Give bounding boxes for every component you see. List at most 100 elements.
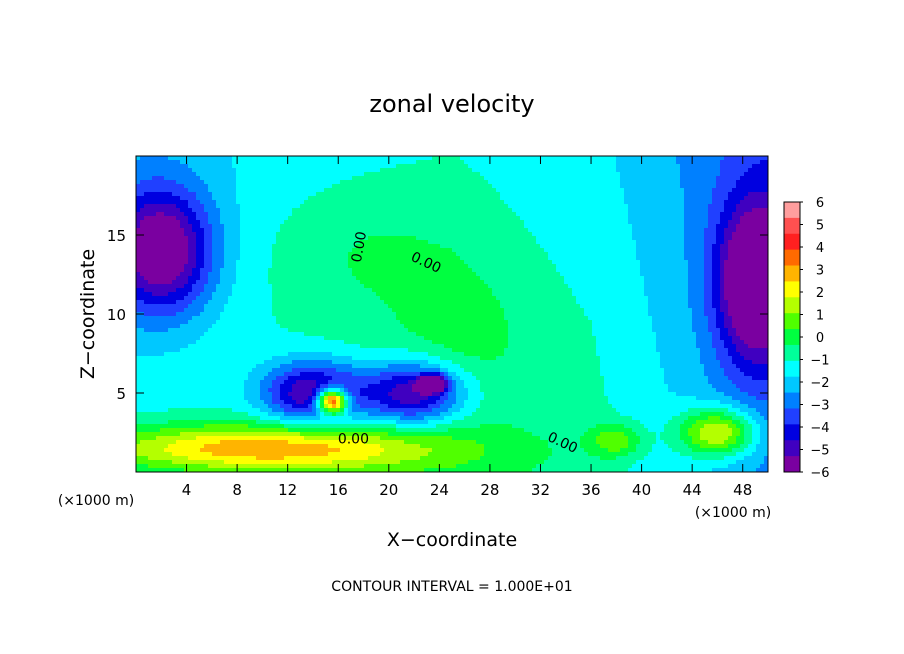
- field-cell: [736, 196, 741, 201]
- field-cell: [176, 164, 181, 169]
- field-cell: [240, 212, 245, 217]
- field-cell: [676, 224, 681, 229]
- field-cell: [720, 240, 725, 245]
- field-cell: [692, 184, 697, 189]
- field-cell: [576, 228, 581, 233]
- field-cell: [156, 212, 161, 217]
- field-cell: [308, 156, 313, 161]
- field-cell: [424, 200, 429, 205]
- field-cell: [552, 248, 557, 253]
- field-cell: [292, 276, 297, 281]
- field-cell: [432, 216, 437, 221]
- field-cell: [324, 176, 329, 181]
- field-cell: [496, 156, 501, 161]
- field-cell: [292, 156, 297, 161]
- field-cell: [176, 244, 181, 249]
- field-cell: [364, 236, 369, 241]
- field-cell: [504, 160, 509, 165]
- field-cell: [148, 172, 153, 177]
- field-cell: [364, 260, 369, 265]
- field-cell: [764, 224, 769, 229]
- field-cell: [152, 180, 157, 185]
- field-cell: [184, 192, 189, 197]
- field-cell: [740, 212, 745, 217]
- field-cell: [752, 168, 757, 173]
- field-cell: [684, 160, 689, 165]
- field-cell: [176, 200, 181, 205]
- field-cell: [244, 268, 249, 273]
- field-cell: [320, 200, 325, 205]
- field-cell: [660, 256, 665, 261]
- field-cell: [272, 264, 277, 269]
- field-cell: [252, 188, 257, 193]
- field-cell: [320, 172, 325, 177]
- field-cell: [504, 272, 509, 277]
- field-cell: [504, 280, 509, 285]
- field-cell: [196, 248, 201, 253]
- field-cell: [540, 276, 545, 281]
- field-cell: [256, 236, 261, 241]
- field-cell: [316, 280, 321, 285]
- field-cell: [640, 272, 645, 277]
- field-cell: [380, 160, 385, 165]
- field-cell: [728, 264, 733, 269]
- field-cell: [488, 164, 493, 169]
- field-cell: [352, 172, 357, 177]
- field-cell: [744, 276, 749, 281]
- field-cell: [148, 252, 153, 257]
- field-cell: [692, 236, 697, 241]
- field-cell: [600, 200, 605, 205]
- field-cell: [276, 216, 281, 221]
- field-cell: [336, 172, 341, 177]
- field-cell: [432, 252, 437, 257]
- field-cell: [444, 212, 449, 217]
- field-cell: [676, 204, 681, 209]
- field-cell: [472, 192, 477, 197]
- field-cell: [516, 268, 521, 273]
- field-cell: [532, 268, 537, 273]
- field-cell: [400, 256, 405, 261]
- field-cell: [164, 212, 169, 217]
- field-cell: [664, 276, 669, 281]
- field-cell: [196, 264, 201, 269]
- field-cell: [216, 264, 221, 269]
- field-cell: [464, 168, 469, 173]
- field-cell: [300, 264, 305, 269]
- field-cell: [712, 164, 717, 169]
- field-cell: [456, 196, 461, 201]
- field-cell: [424, 240, 429, 245]
- field-cell: [196, 172, 201, 177]
- field-cell: [192, 244, 197, 249]
- field-cell: [664, 208, 669, 213]
- field-cell: [216, 248, 221, 253]
- field-cell: [504, 212, 509, 217]
- field-cell: [356, 184, 361, 189]
- field-cell: [520, 248, 525, 253]
- field-cell: [292, 212, 297, 217]
- field-cell: [588, 224, 593, 229]
- field-cell: [496, 188, 501, 193]
- field-cell: [508, 208, 513, 213]
- field-cell: [508, 172, 513, 177]
- field-cell: [652, 196, 657, 201]
- field-cell: [640, 212, 645, 217]
- field-cell: [516, 188, 521, 193]
- field-cell: [640, 252, 645, 257]
- field-cell: [648, 204, 653, 209]
- field-cell: [444, 232, 449, 237]
- field-cell: [456, 240, 461, 245]
- field-cell: [400, 220, 405, 225]
- field-cell: [196, 268, 201, 273]
- field-cell: [284, 192, 289, 197]
- field-cell: [360, 168, 365, 173]
- field-cell: [748, 192, 753, 197]
- field-cell: [492, 172, 497, 177]
- field-cell: [172, 208, 177, 213]
- field-cell: [740, 176, 745, 181]
- field-cell: [364, 248, 369, 253]
- field-cell: [152, 168, 157, 173]
- field-cell: [552, 188, 557, 193]
- field-cell: [616, 276, 621, 281]
- field-cell: [384, 268, 389, 273]
- field-cell: [620, 156, 625, 161]
